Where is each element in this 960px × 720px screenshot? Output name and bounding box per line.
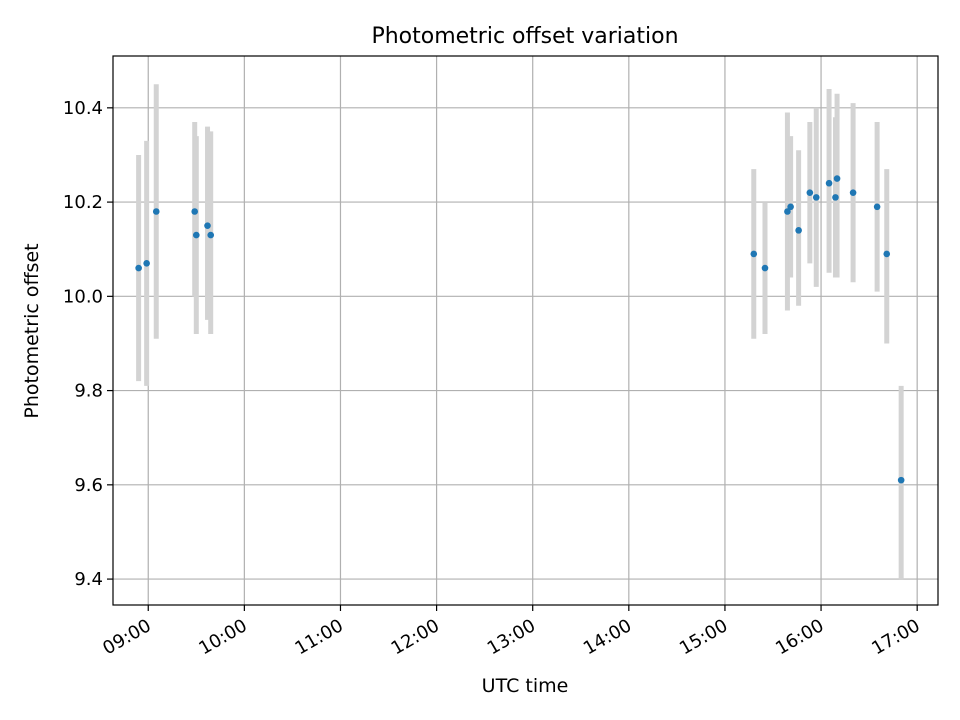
chart-title: Photometric offset variation bbox=[371, 24, 678, 49]
data-point bbox=[204, 222, 211, 229]
data-point bbox=[143, 260, 150, 267]
data-point bbox=[825, 179, 833, 187]
y-tick-label: 10.2 bbox=[63, 192, 103, 213]
data-point bbox=[787, 203, 794, 211]
data-point bbox=[761, 264, 769, 272]
data-point bbox=[897, 476, 905, 484]
data-point bbox=[795, 227, 802, 234]
plot-frame bbox=[112, 55, 939, 606]
data-point bbox=[849, 189, 857, 196]
data-point bbox=[812, 194, 820, 201]
data-point bbox=[883, 250, 891, 258]
data-point bbox=[135, 264, 142, 272]
data-point bbox=[193, 231, 200, 239]
y-axis-label: Photometric offset bbox=[21, 243, 43, 418]
data-point bbox=[832, 194, 839, 201]
y-tick-label: 9.6 bbox=[74, 475, 103, 496]
y-tick-label: 10.4 bbox=[63, 98, 103, 119]
data-point bbox=[191, 208, 198, 215]
x-axis-label: UTC time bbox=[482, 675, 569, 697]
data-point bbox=[833, 175, 841, 182]
data-point bbox=[750, 250, 758, 258]
y-tick-label: 9.4 bbox=[74, 569, 103, 590]
data-point bbox=[873, 203, 881, 211]
grid bbox=[113, 56, 938, 605]
data-point bbox=[207, 231, 215, 239]
data-points bbox=[135, 175, 905, 484]
y-tick-label: 10.0 bbox=[63, 286, 103, 307]
data-point bbox=[806, 189, 814, 196]
y-tick-label: 9.8 bbox=[74, 381, 103, 402]
data-point bbox=[152, 208, 160, 215]
data-point bbox=[784, 208, 791, 215]
